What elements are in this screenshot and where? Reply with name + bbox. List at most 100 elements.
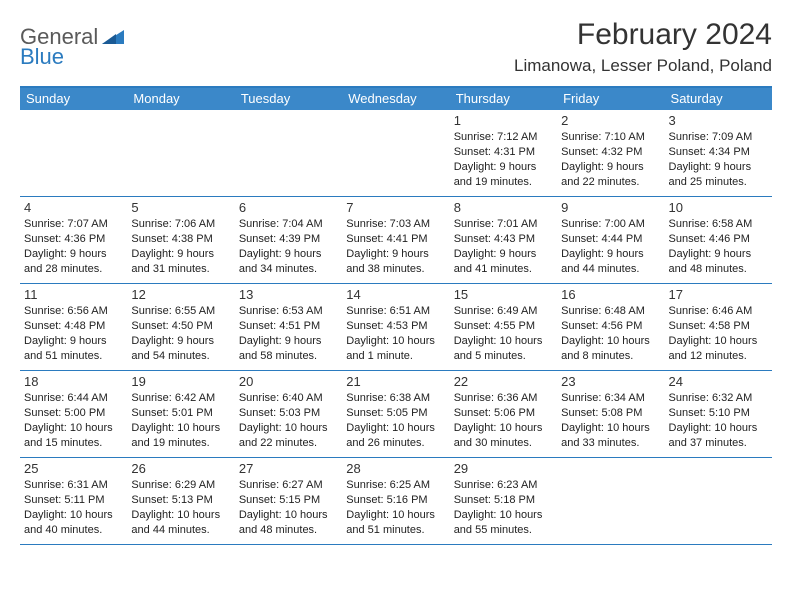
- day-cell: 24Sunrise: 6:32 AMSunset: 5:10 PMDayligh…: [665, 371, 772, 457]
- day-cell: 26 Sunrise: 6:29 AMSunset: 5:13 PMDayligh…: [127, 458, 234, 544]
- sunset-text: Sunset: 4:46 PM: [669, 232, 768, 247]
- day-sun-info: Sunrise: 6:48 AMSunset: 4:56 PMDaylight:…: [561, 304, 660, 363]
- daylight-line2: and 48 minutes.: [239, 523, 338, 538]
- sunset-text: Sunset: 4:44 PM: [561, 232, 660, 247]
- sunset-text: Sunset: 4:34 PM: [669, 145, 768, 160]
- sunrise-text: Sunrise: 7:07 AM: [24, 217, 123, 232]
- day-cell: 16Sunrise: 6:48 AMSunset: 4:56 PMDayligh…: [557, 284, 664, 370]
- day-number: 27: [239, 461, 338, 476]
- sunset-text: Sunset: 5:03 PM: [239, 406, 338, 421]
- day-number: 29: [454, 461, 553, 476]
- sunrise-text: Sunrise: 7:10 AM: [561, 130, 660, 145]
- calendar-page: General February 2024 Limanowa, Lesser P…: [0, 0, 792, 555]
- calendar-grid: Sunday Monday Tuesday Wednesday Thursday…: [20, 86, 772, 545]
- day-number: 26: [131, 461, 230, 476]
- day-sun-info: Sunrise: 7:01 AMSunset: 4:43 PMDaylight:…: [454, 217, 553, 276]
- sunset-text: Sunset: 4:31 PM: [454, 145, 553, 160]
- week-row: 1 Sunrise: 7:12 AMSunset: 4:31 PMDaylight…: [20, 110, 772, 197]
- daylight-line1: Daylight: 10 hours: [131, 508, 230, 523]
- day-number: 5: [131, 200, 230, 215]
- daylight-line1: Daylight: 9 hours: [24, 334, 123, 349]
- sunset-text: Sunset: 4:41 PM: [346, 232, 445, 247]
- daylight-line1: Daylight: 9 hours: [24, 247, 123, 262]
- sunrise-text: Sunrise: 6:48 AM: [561, 304, 660, 319]
- sunset-text: Sunset: 5:00 PM: [24, 406, 123, 421]
- daylight-line2: and 30 minutes.: [454, 436, 553, 451]
- day-sun-info: Sunrise: 7:00 AMSunset: 4:44 PMDaylight:…: [561, 217, 660, 276]
- day-cell: [342, 110, 449, 196]
- day-cell: 25Sunrise: 6:31 AMSunset: 5:11 PMDayligh…: [20, 458, 127, 544]
- day-cell: [665, 458, 772, 544]
- day-number: 13: [239, 287, 338, 302]
- sunset-text: Sunset: 5:13 PM: [131, 493, 230, 508]
- sunset-text: Sunset: 5:01 PM: [131, 406, 230, 421]
- day-sun-info: Sunrise: 6:44 AMSunset: 5:00 PMDaylight:…: [24, 391, 123, 450]
- daylight-line2: and 44 minutes.: [561, 262, 660, 277]
- day-sun-info: Sunrise: 7:07 AMSunset: 4:36 PMDaylight:…: [24, 217, 123, 276]
- day-sun-info: Sunrise: 6:49 AMSunset: 4:55 PMDaylight:…: [454, 304, 553, 363]
- daylight-line1: Daylight: 10 hours: [669, 334, 768, 349]
- sunrise-text: Sunrise: 6:29 AM: [131, 478, 230, 493]
- sunrise-text: Sunrise: 6:55 AM: [131, 304, 230, 319]
- daylight-line1: Daylight: 9 hours: [239, 334, 338, 349]
- day-header-wednesday: Wednesday: [342, 88, 449, 110]
- day-cell: 14Sunrise: 6:51 AMSunset: 4:53 PMDayligh…: [342, 284, 449, 370]
- day-sun-info: Sunrise: 7:10 AMSunset: 4:32 PMDaylight:…: [561, 130, 660, 189]
- day-sun-info: Sunrise: 7:09 AMSunset: 4:34 PMDaylight:…: [669, 130, 768, 189]
- daylight-line2: and 51 minutes.: [24, 349, 123, 364]
- day-cell: 10Sunrise: 6:58 AMSunset: 4:46 PMDayligh…: [665, 197, 772, 283]
- daylight-line1: Daylight: 9 hours: [131, 334, 230, 349]
- day-cell: 18Sunrise: 6:44 AMSunset: 5:00 PMDayligh…: [20, 371, 127, 457]
- sunset-text: Sunset: 4:36 PM: [24, 232, 123, 247]
- daylight-line2: and 28 minutes.: [24, 262, 123, 277]
- day-sun-info: Sunrise: 6:51 AMSunset: 4:53 PMDaylight:…: [346, 304, 445, 363]
- day-sun-info: Sunrise: 6:38 AMSunset: 5:05 PMDaylight:…: [346, 391, 445, 450]
- day-sun-info: Sunrise: 6:34 AMSunset: 5:08 PMDaylight:…: [561, 391, 660, 450]
- sunrise-text: Sunrise: 6:42 AM: [131, 391, 230, 406]
- daylight-line2: and 55 minutes.: [454, 523, 553, 538]
- daylight-line2: and 15 minutes.: [24, 436, 123, 451]
- sunrise-text: Sunrise: 7:09 AM: [669, 130, 768, 145]
- day-sun-info: Sunrise: 7:12 AMSunset: 4:31 PMDaylight:…: [454, 130, 553, 189]
- daylight-line2: and 51 minutes.: [346, 523, 445, 538]
- daylight-line1: Daylight: 10 hours: [454, 508, 553, 523]
- day-number: 7: [346, 200, 445, 215]
- day-sun-info: Sunrise: 7:03 AMSunset: 4:41 PMDaylight:…: [346, 217, 445, 276]
- day-cell: 1 Sunrise: 7:12 AMSunset: 4:31 PMDaylight…: [450, 110, 557, 196]
- weeks-container: 1Sunrise: 7:12 AMSunset: 4:31 PMDaylight…: [20, 110, 772, 545]
- daylight-line2: and 48 minutes.: [669, 262, 768, 277]
- day-cell: 27Sunrise: 6:27 AMSunset: 5:15 PMDayligh…: [235, 458, 342, 544]
- day-number: 1: [454, 113, 553, 128]
- day-sun-info: Sunrise: 6:42 AMSunset: 5:01 PMDaylight:…: [131, 391, 230, 450]
- daylight-line1: Daylight: 10 hours: [561, 421, 660, 436]
- daylight-line2: and 19 minutes.: [131, 436, 230, 451]
- sunset-text: Sunset: 4:53 PM: [346, 319, 445, 334]
- day-cell: 28Sunrise: 6:25 AMSunset: 5:16 PMDayligh…: [342, 458, 449, 544]
- sunrise-text: Sunrise: 6:38 AM: [346, 391, 445, 406]
- day-cell: 23Sunrise: 6:34 AMSunset: 5:08 PMDayligh…: [557, 371, 664, 457]
- day-sun-info: Sunrise: 6:32 AMSunset: 5:10 PMDaylight:…: [669, 391, 768, 450]
- header: General February 2024 Limanowa, Lesser P…: [20, 18, 772, 76]
- logo-text-blue: Blue: [20, 44, 64, 69]
- sunrise-text: Sunrise: 6:27 AM: [239, 478, 338, 493]
- sunset-text: Sunset: 4:43 PM: [454, 232, 553, 247]
- sunrise-text: Sunrise: 6:58 AM: [669, 217, 768, 232]
- day-cell: [557, 458, 664, 544]
- daylight-line2: and 54 minutes.: [131, 349, 230, 364]
- day-header-monday: Monday: [127, 88, 234, 110]
- day-cell: 7 Sunrise: 7:03 AMSunset: 4:41 PMDaylight…: [342, 197, 449, 283]
- daylight-line2: and 37 minutes.: [669, 436, 768, 451]
- sunrise-text: Sunrise: 6:56 AM: [24, 304, 123, 319]
- daylight-line2: and 41 minutes.: [454, 262, 553, 277]
- daylight-line1: Daylight: 10 hours: [239, 508, 338, 523]
- daylight-line1: Daylight: 10 hours: [346, 508, 445, 523]
- day-cell: 2Sunrise: 7:10 AMSunset: 4:32 PMDaylight…: [557, 110, 664, 196]
- day-cell: 21Sunrise: 6:38 AMSunset: 5:05 PMDayligh…: [342, 371, 449, 457]
- day-sun-info: Sunrise: 6:36 AMSunset: 5:06 PMDaylight:…: [454, 391, 553, 450]
- day-sun-info: Sunrise: 6:29 AMSunset: 5:13 PMDaylight:…: [131, 478, 230, 537]
- daylight-line1: Daylight: 9 hours: [561, 247, 660, 262]
- sunrise-text: Sunrise: 7:06 AM: [131, 217, 230, 232]
- day-header-sunday: Sunday: [20, 88, 127, 110]
- sunrise-text: Sunrise: 7:12 AM: [454, 130, 553, 145]
- daylight-line2: and 5 minutes.: [454, 349, 553, 364]
